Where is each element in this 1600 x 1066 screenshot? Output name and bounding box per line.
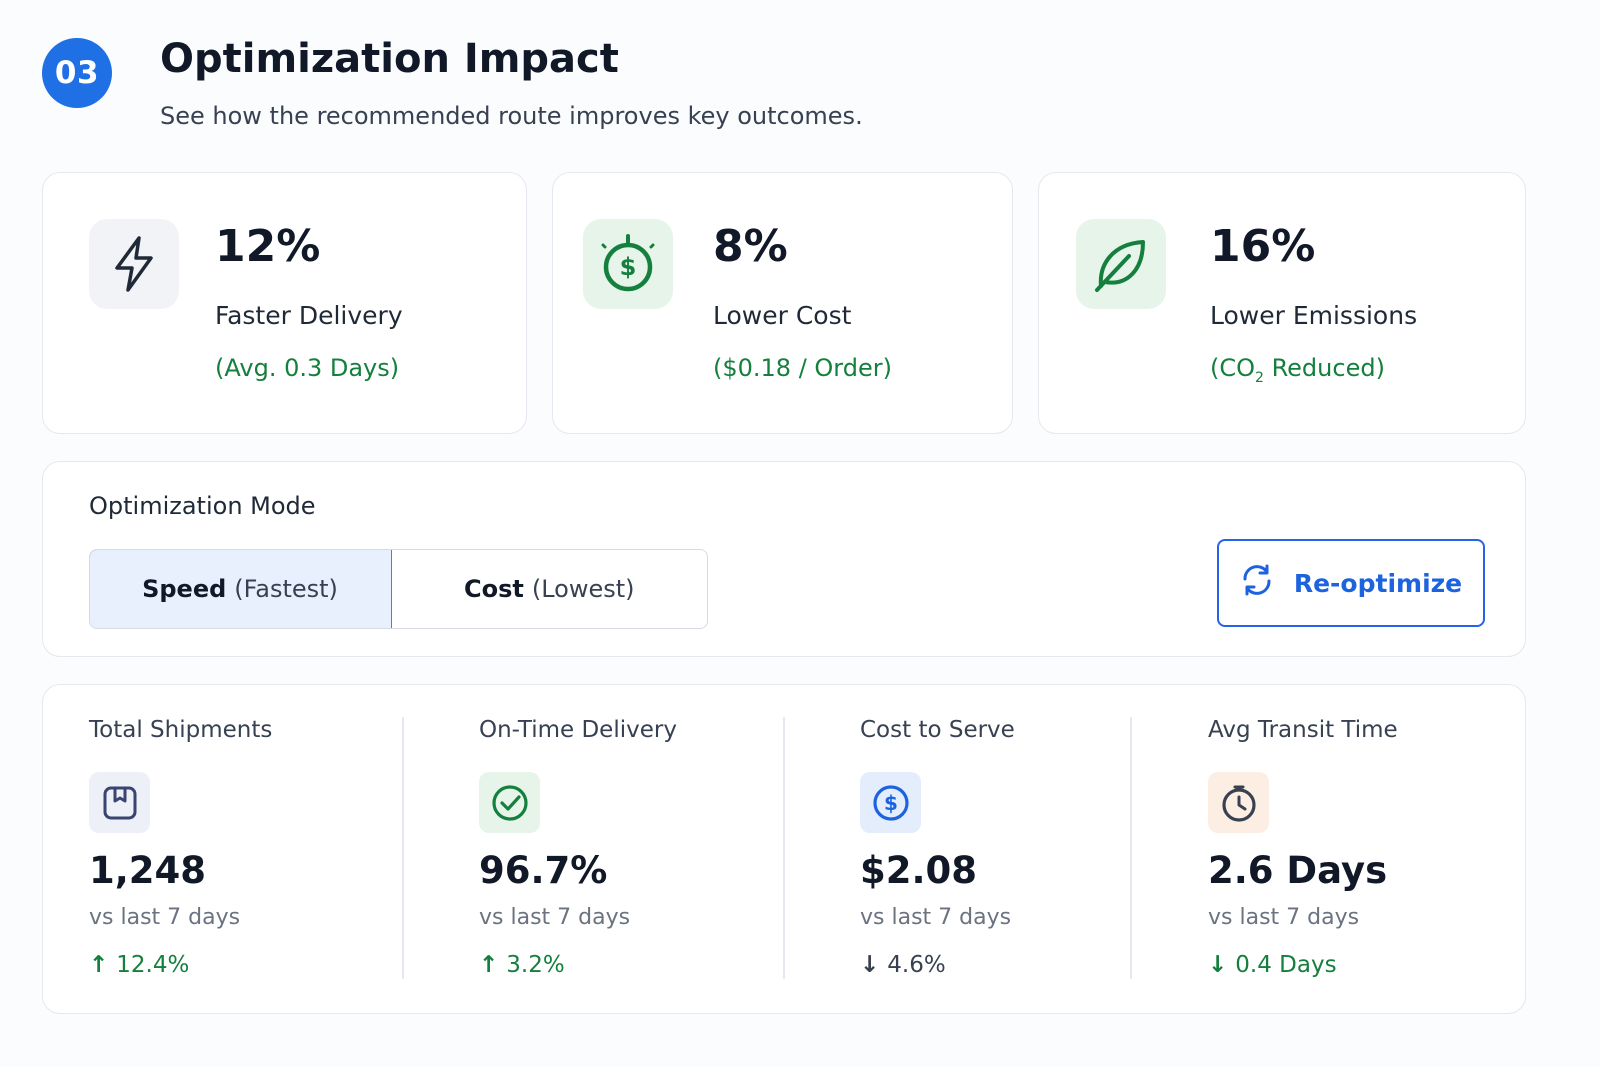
stat-title: Cost to Serve [860, 717, 1015, 743]
impact-detail-subscript: 2 [1255, 370, 1264, 386]
stat-divider [783, 717, 785, 979]
stat-value: 1,248 [89, 849, 207, 892]
stat-compare: vs last 7 days [479, 905, 631, 930]
arrow-up-icon: ↑ [479, 952, 499, 978]
stat-divider [402, 717, 404, 979]
stat-change: ↑ 3.2% [479, 952, 565, 978]
impact-detail: (Avg. 0.3 Days) [215, 354, 400, 382]
package-icon [89, 772, 150, 833]
clock-icon [1208, 772, 1269, 833]
stat-change-value: 12.4% [116, 952, 190, 978]
impact-card-lower-cost: $ 8% Lower Cost ($0.18 / Order) [552, 172, 1013, 434]
stat-change-value: 0.4 Days [1235, 952, 1337, 978]
reoptimize-label: Re-optimize [1293, 568, 1463, 598]
impact-detail: (CO2 Reduced) [1210, 354, 1385, 386]
page-title: Optimization Impact [160, 36, 619, 82]
impact-value: 16% [1210, 221, 1316, 272]
impact-value: 12% [215, 221, 321, 272]
stat-change-value: 3.2% [506, 952, 565, 978]
impact-detail: ($0.18 / Order) [713, 354, 892, 382]
stat-compare: vs last 7 days [860, 905, 1012, 930]
svg-text:$: $ [620, 253, 637, 281]
stat-title: On-Time Delivery [479, 717, 677, 743]
arrow-down-icon: ↓ [1208, 952, 1228, 978]
stat-divider [1130, 717, 1132, 979]
mode-option-strong: Speed [142, 575, 227, 603]
page-subtitle: See how the recommended route improves k… [160, 102, 863, 130]
impact-label: Faster Delivery [215, 301, 403, 330]
reoptimize-button[interactable]: Re-optimize [1217, 539, 1485, 627]
stat-value: $2.08 [860, 849, 978, 892]
dollar-coin-icon: $ [583, 219, 673, 309]
impact-detail-prefix: (CO [1210, 354, 1256, 382]
optimization-mode-toggle: Speed (Fastest) Cost (Lowest) [89, 549, 708, 629]
impact-card-lower-emissions: 16% Lower Emissions (CO2 Reduced) [1038, 172, 1526, 434]
stat-value: 96.7% [479, 849, 608, 892]
impact-label: Lower Cost [713, 301, 852, 330]
stat-change: ↓ 4.6% [860, 952, 946, 978]
stat-compare: vs last 7 days [1208, 905, 1360, 930]
mode-option-paren: (Lowest) [531, 575, 635, 603]
lightning-icon [89, 219, 179, 309]
check-circle-icon [479, 772, 540, 833]
stat-change-value: 4.6% [887, 952, 946, 978]
impact-value: 8% [713, 221, 788, 272]
optimization-mode-card: Optimization Mode Speed (Fastest) Cost (… [42, 461, 1526, 657]
arrow-up-icon: ↑ [89, 952, 109, 978]
impact-label: Lower Emissions [1210, 301, 1418, 330]
stat-change: ↓ 0.4 Days [1208, 952, 1337, 978]
stat-change: ↑ 12.4% [89, 952, 189, 978]
arrow-down-icon: ↓ [860, 952, 880, 978]
mode-option-speed[interactable]: Speed (Fastest) [90, 550, 392, 628]
dollar-circle-icon: $ [860, 772, 921, 833]
stat-title: Avg Transit Time [1208, 717, 1398, 743]
mode-option-paren: (Fastest) [234, 575, 338, 603]
stat-value: 2.6 Days [1208, 849, 1388, 892]
refresh-icon [1240, 563, 1274, 603]
mode-option-strong: Cost [463, 575, 524, 603]
impact-card-faster-delivery: 12% Faster Delivery (Avg. 0.3 Days) [42, 172, 527, 434]
step-badge: 03 [42, 38, 112, 108]
impact-detail-suffix: Reduced) [1263, 354, 1385, 382]
mode-option-cost[interactable]: Cost (Lowest) [392, 550, 708, 628]
stats-card: Total Shipments 1,248 vs last 7 days ↑ 1… [42, 684, 1526, 1014]
stat-title: Total Shipments [89, 717, 273, 743]
leaf-icon [1076, 219, 1166, 309]
stat-compare: vs last 7 days [89, 905, 241, 930]
optimization-mode-label: Optimization Mode [89, 492, 316, 520]
svg-text:$: $ [884, 791, 898, 815]
